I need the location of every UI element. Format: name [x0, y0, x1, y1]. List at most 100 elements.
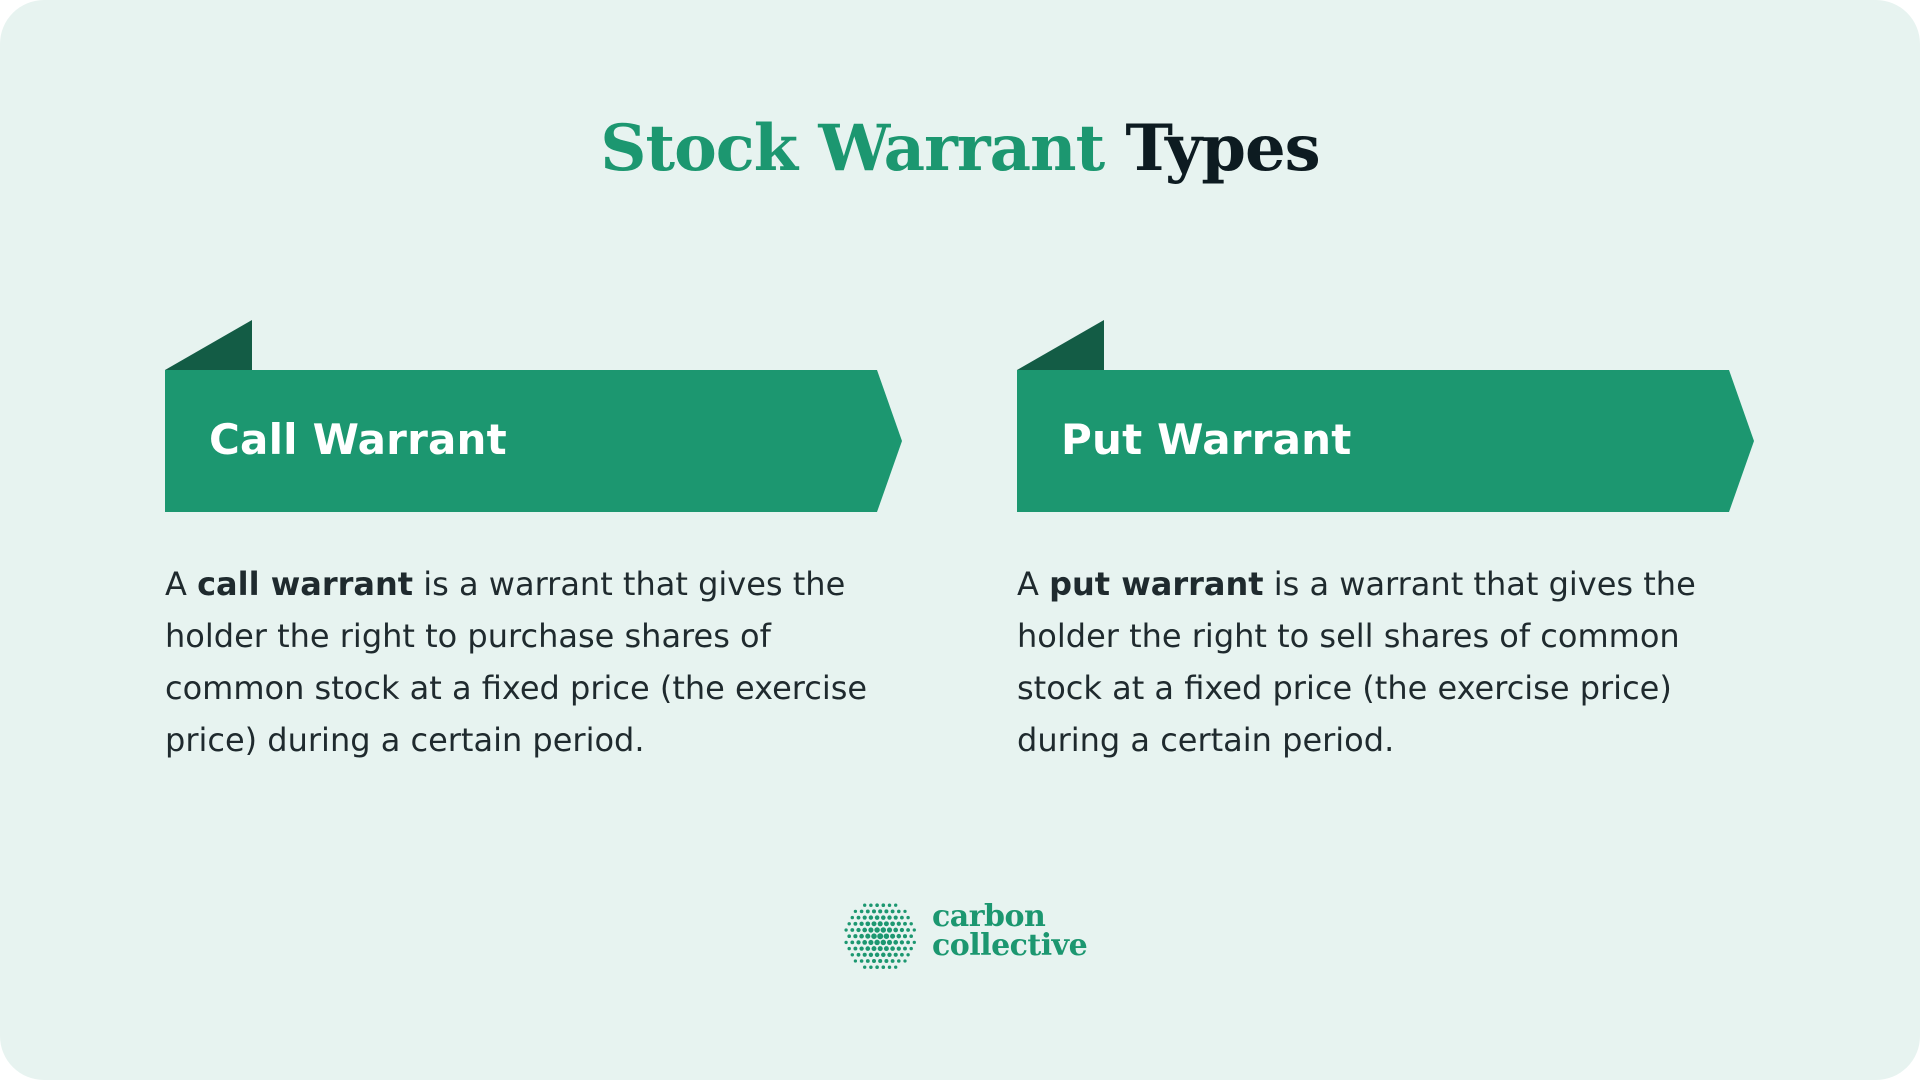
put-warrant-section: Put Warrant A put warrant is a warrant t… — [1017, 318, 1757, 778]
logo-dot — [856, 952, 861, 957]
logo-dot — [874, 927, 880, 933]
logo-dot — [850, 915, 855, 920]
logo-dot — [902, 934, 908, 939]
logo-dot — [859, 921, 864, 926]
logo-dot — [887, 952, 892, 957]
logo-dot — [894, 965, 898, 969]
logo-dot — [897, 959, 901, 963]
logo-dot — [878, 909, 883, 914]
logo-line-1: carbon — [932, 899, 1046, 934]
logo-dot — [871, 946, 877, 952]
call-warrant-section: Call Warrant A call warrant is a warrant… — [165, 318, 905, 778]
logo-dot — [906, 953, 910, 957]
logo-dot — [853, 946, 858, 951]
logo-dot — [883, 946, 889, 952]
logo-dot — [883, 933, 890, 939]
logo-dot — [875, 965, 879, 969]
logo-dot — [906, 915, 910, 920]
logo-dot — [844, 928, 848, 932]
logo-dot — [909, 934, 913, 938]
desc-rest: is a warrant that gives the holder the r… — [165, 565, 868, 759]
logo-dot — [874, 952, 880, 958]
title-accent: Stock Warrant — [600, 111, 1105, 186]
logo-dot — [868, 939, 874, 945]
ribbon-shape — [1017, 320, 1754, 512]
logo-dot — [863, 903, 867, 907]
logo-dot — [871, 909, 877, 914]
logo-dot — [893, 927, 899, 933]
logo-dot — [865, 921, 871, 927]
put-warrant-label: Put Warrant — [1061, 415, 1352, 464]
logo-dot — [903, 921, 907, 926]
logo-dot — [881, 915, 886, 920]
logo-dot — [887, 903, 892, 907]
logo-dot — [877, 921, 883, 927]
logo-dot — [853, 959, 858, 963]
logo-dot — [880, 927, 887, 933]
logo-dot — [880, 939, 887, 946]
logo-dot — [903, 909, 907, 914]
desc-intro: A — [165, 565, 198, 603]
desc-bold-term: call warrant — [197, 565, 414, 603]
logo-dot — [859, 959, 864, 963]
logo-dot — [874, 915, 880, 920]
call-warrant-label: Call Warrant — [209, 415, 507, 464]
logo-dot — [875, 903, 879, 907]
logo-dot — [906, 928, 910, 932]
logo-dot — [883, 921, 889, 927]
carbon-collective-logo: carbon collective — [840, 894, 1100, 978]
logo-dot — [871, 921, 877, 927]
logo-dot — [850, 928, 855, 932]
logo-dot — [859, 909, 864, 914]
logo-dot — [850, 953, 855, 957]
logo-wordmark: carbon collective — [932, 899, 1088, 961]
logo-dot — [896, 946, 901, 951]
ribbon-shape — [165, 320, 902, 512]
logo-dot — [899, 940, 905, 945]
logo-dot — [847, 934, 852, 939]
logo-dot — [865, 959, 870, 963]
desc-intro: A — [1017, 565, 1050, 603]
logo-dot — [856, 927, 861, 933]
logo-dot — [897, 909, 901, 914]
desc-bold-term: put warrant — [1049, 565, 1264, 603]
logo-dot — [886, 939, 893, 945]
logo-dot — [878, 958, 883, 964]
logo-dot — [890, 946, 895, 951]
logo-dot — [881, 965, 886, 969]
logo-dot — [847, 946, 851, 951]
logo-dot — [877, 946, 883, 952]
logo-dot — [887, 915, 892, 920]
logo-dot — [869, 903, 873, 907]
logo-dot — [865, 909, 870, 914]
logo-dot — [847, 922, 851, 926]
logo-dot — [894, 903, 898, 907]
logo-dot — [890, 933, 896, 939]
logo-dot — [903, 946, 907, 951]
logo-dot — [884, 909, 889, 914]
logo-dot — [896, 933, 902, 939]
logo-dot — [896, 921, 901, 926]
logo-dot — [856, 940, 861, 945]
logo-dot — [874, 939, 880, 946]
logo-dot — [863, 965, 867, 969]
title-rest: Types — [1125, 111, 1320, 186]
logo-dot — [869, 965, 873, 969]
call-warrant-description: A call warrant is a warrant that gives t… — [165, 558, 905, 766]
logo-dot — [890, 921, 895, 927]
logo-dot — [890, 959, 895, 963]
logo-dot — [868, 952, 874, 957]
page-title: Stock Warrant Types — [0, 104, 1920, 194]
logo-dot — [887, 965, 892, 969]
logo-dot — [865, 933, 871, 939]
logo-dot — [900, 915, 904, 920]
logo-dot — [871, 958, 877, 964]
logo-dot — [850, 940, 855, 945]
logo-dot — [865, 946, 871, 951]
logo-dot — [844, 940, 848, 945]
logo-dot — [909, 922, 913, 926]
logo-dot — [881, 903, 886, 907]
logo-dot — [871, 933, 877, 939]
logo-dot — [893, 915, 898, 920]
